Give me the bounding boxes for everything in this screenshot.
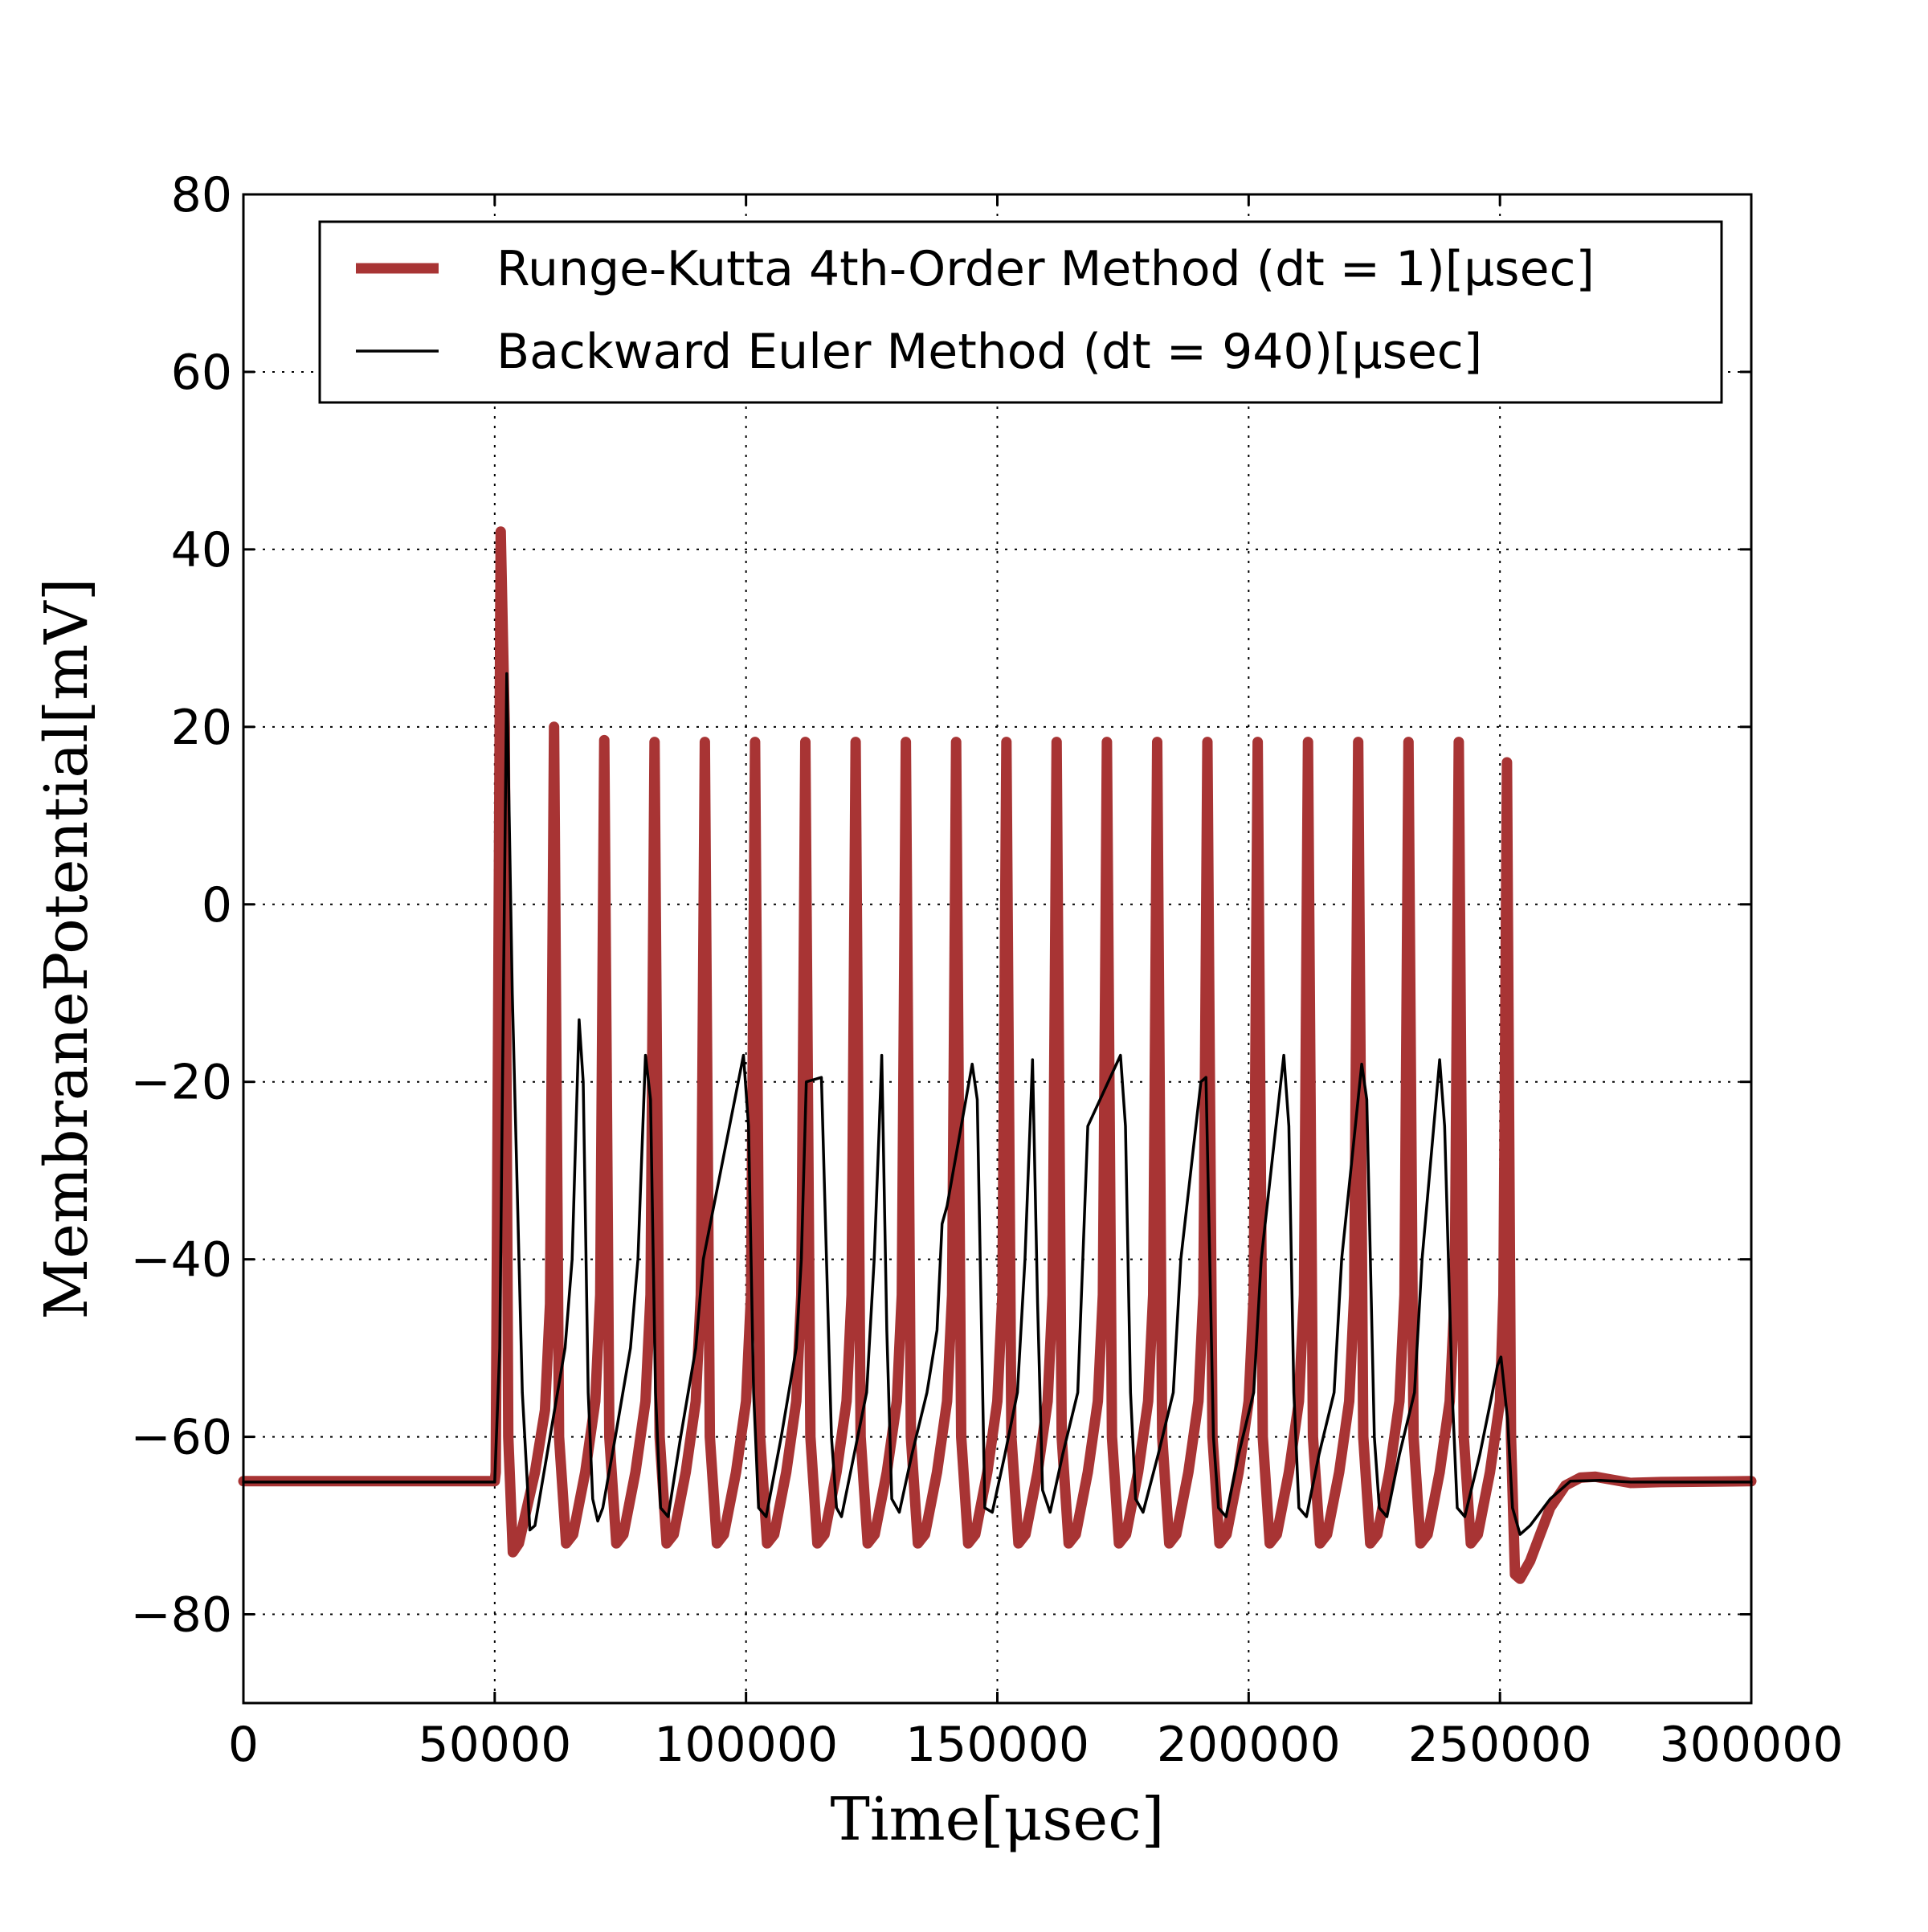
y-tick-label: −60 (130, 1410, 232, 1466)
legend-label-2: Backward Euler Method (dt = 940)[μsec] (496, 324, 1482, 380)
ticks: 0 50000 100000 150000 200000 250000 300000 80 60… (130, 167, 1843, 1773)
x-tick-label: 0 (228, 1717, 259, 1773)
legend-box (318, 220, 1723, 404)
y-tick-label: 80 (171, 167, 232, 223)
x-tick-label: 300000 (1659, 1717, 1843, 1773)
y-tick-label: 0 (202, 877, 232, 933)
series-layer (238, 526, 1757, 1584)
y-axis-title: MembranePotential[mV] (32, 578, 101, 1319)
y-tick-label: −80 (130, 1587, 232, 1644)
x-tick-label: 200000 (1157, 1717, 1341, 1773)
y-tick-label: 20 (171, 700, 232, 756)
x-tick-label: 250000 (1408, 1717, 1592, 1773)
legend-label-1: Runge-Kutta 4th-Order Method (dt = 1)[μs… (496, 241, 1595, 297)
y-tick-label: −40 (130, 1232, 232, 1289)
series-line-2 (242, 672, 1753, 1536)
x-axis-title: Time[μsec] (830, 1785, 1164, 1854)
x-tick-label: 150000 (905, 1717, 1089, 1773)
legend: Runge-Kutta 4th-Order Method (dt = 1)[μs… (318, 220, 1723, 404)
x-tick-label: 100000 (654, 1717, 838, 1773)
y-tick-label: 40 (171, 522, 232, 578)
y-tick-label: 60 (171, 345, 232, 401)
x-tick-label: 50000 (418, 1717, 571, 1773)
series-line-1 (238, 526, 1757, 1584)
y-tick-label: −20 (130, 1055, 232, 1111)
